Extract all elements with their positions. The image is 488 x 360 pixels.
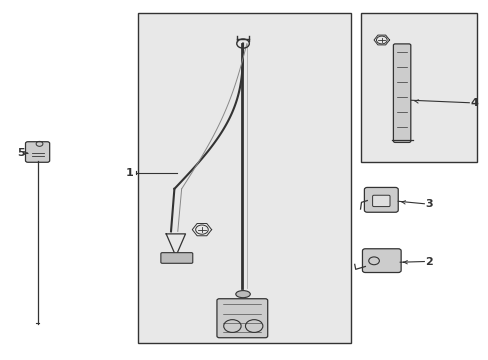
FancyBboxPatch shape (364, 188, 397, 212)
Text: 1: 1 (125, 168, 133, 178)
Text: 2: 2 (425, 257, 432, 266)
FancyBboxPatch shape (393, 44, 410, 143)
Bar (360, 13, 476, 162)
FancyBboxPatch shape (161, 253, 192, 263)
Text: 3: 3 (425, 199, 432, 209)
FancyBboxPatch shape (25, 142, 50, 162)
Text: 5: 5 (17, 148, 25, 158)
Bar (138, 13, 350, 343)
FancyBboxPatch shape (362, 249, 400, 273)
FancyBboxPatch shape (372, 195, 389, 207)
FancyBboxPatch shape (217, 299, 267, 338)
Text: 4: 4 (470, 98, 478, 108)
Ellipse shape (235, 291, 250, 298)
